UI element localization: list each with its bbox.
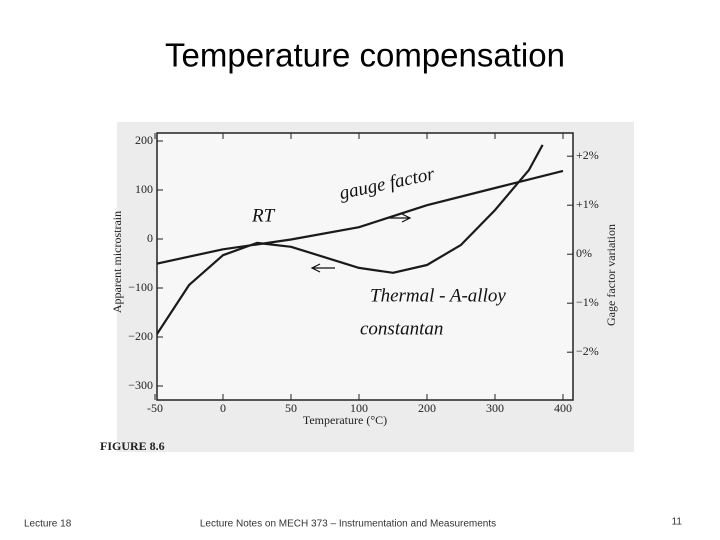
figure-label: FIGURE 8.6 — [100, 439, 165, 453]
footer-center: Lecture Notes on MECH 373 – Instrumentat… — [200, 519, 496, 530]
y2-tick-label: 0% — [576, 246, 592, 260]
slide-title: Temperature compensation — [165, 37, 565, 74]
footer-left: Lecture 18 — [24, 519, 72, 530]
annotation: Thermal - A-alloy — [370, 285, 506, 306]
x-axis-title: Temperature (°C) — [303, 413, 387, 427]
y2-axis-title: Gage factor variation — [604, 224, 618, 326]
x-tick-label: 0 — [220, 401, 226, 415]
x-tick-label: 50 — [285, 401, 297, 415]
footer-right: 11 — [672, 517, 683, 528]
x-tick-label: -50 — [147, 401, 163, 415]
y-tick-label: 200 — [135, 133, 153, 147]
arrow — [310, 263, 335, 273]
y2-tick-label: +1% — [576, 197, 599, 211]
y-tick-label: −100 — [128, 280, 153, 294]
x-tick-label: 400 — [554, 401, 572, 415]
annotation: constantan — [360, 318, 443, 339]
series-line — [157, 144, 544, 336]
y-tick-label: 100 — [135, 182, 153, 196]
y-tick-label: −300 — [128, 378, 153, 392]
x-tick-label: 100 — [350, 401, 368, 415]
x-tick-label: 200 — [418, 401, 436, 415]
arrow — [388, 213, 412, 223]
y-axis-title: Apparent microstrain — [110, 211, 124, 313]
y-tick-label: 0 — [147, 231, 153, 245]
y2-tick-label: −2% — [576, 344, 599, 358]
y2-tick-label: −1% — [576, 295, 599, 309]
x-tick-label: 300 — [486, 401, 504, 415]
y2-tick-label: +2% — [576, 148, 599, 162]
series-line — [157, 169, 564, 265]
y-tick-label: −200 — [128, 329, 153, 343]
annotation: RT — [251, 205, 276, 226]
plot-frame — [156, 132, 574, 401]
